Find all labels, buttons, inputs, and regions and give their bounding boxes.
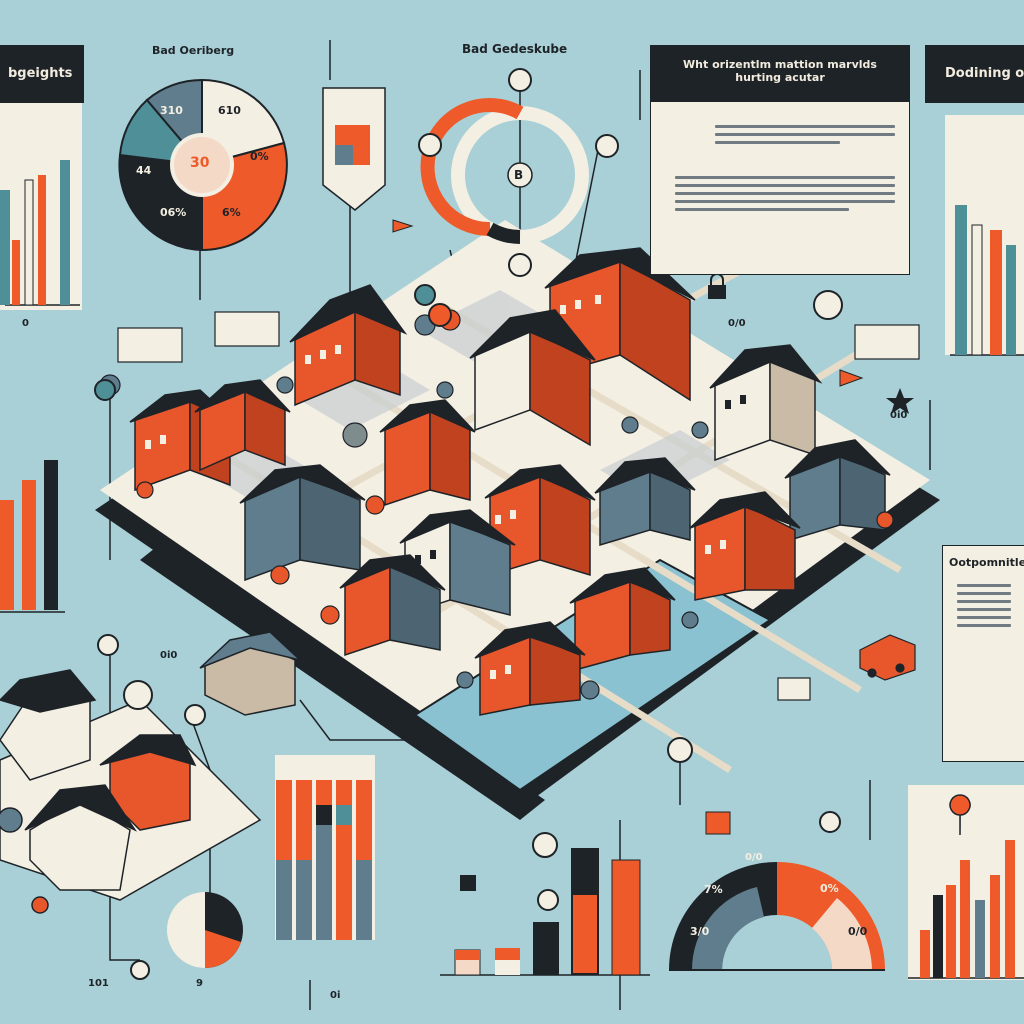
house-10 <box>594 457 696 547</box>
semi-gauge-chart <box>669 862 885 971</box>
marker-label-6: 101 <box>88 978 109 989</box>
small-dark-square <box>460 875 476 891</box>
center-title: Bad Gedeskube <box>462 42 568 56</box>
marker-label-4: 0i <box>330 990 341 1001</box>
right-section-panel: Ootpomnitles <box>942 545 1024 762</box>
house-14 <box>339 554 446 657</box>
header-left-label: bgeights <box>8 66 73 81</box>
left-pie-center-value: 30 <box>190 155 210 171</box>
info-card-title-line2: hurting acutar <box>735 71 825 84</box>
house-11 <box>784 439 891 542</box>
bottom-right-bar-chart <box>908 785 1024 980</box>
gauge-label-5: 0/0 <box>848 925 868 938</box>
house-15 <box>569 567 676 671</box>
flag-icon-2 <box>392 219 414 233</box>
star-icon <box>886 388 914 414</box>
right-bar-chart-top <box>945 115 1024 356</box>
info-card-title-line1: Wht orizentlm mattion marvlds <box>683 58 877 71</box>
house-12 <box>689 491 801 601</box>
house-6 <box>194 379 291 472</box>
houses <box>129 247 891 716</box>
flag-icon <box>839 369 864 387</box>
ring-chart <box>420 98 589 244</box>
left-pie-chart <box>118 78 288 252</box>
info-card-title: Wht orizentlm mattion marvlds hurting ac… <box>651 46 909 102</box>
right-section-title: Ootpomnitles <box>949 556 1024 569</box>
header-right: Dodining of <box>925 45 1024 103</box>
house-3 <box>469 309 596 447</box>
header-right-label: Dodining of <box>945 66 1024 81</box>
header-left: bgeights <box>0 45 84 103</box>
ring-center-label: B <box>514 168 524 182</box>
gauge-label-4: 3/0 <box>690 925 710 938</box>
marker-label-7: 0/0 <box>728 318 746 329</box>
pie-label-6: 6% <box>222 206 241 219</box>
marker-label-5: 0i0 <box>890 410 908 421</box>
marker-label-2: 0i0 <box>160 650 178 661</box>
tag-card <box>322 87 386 211</box>
marker-label-1: 0 <box>22 318 29 329</box>
pie-label-3: 44 <box>136 164 152 177</box>
left-pie-title: Bad Oeriberg <box>152 44 235 57</box>
marker-label-3: 9 <box>196 978 203 989</box>
pie-label-5: 06% <box>160 206 187 219</box>
bottom-bar-chart <box>440 848 650 976</box>
left-bar-chart-mid <box>0 460 65 613</box>
stacked-column-chart <box>275 755 375 940</box>
house-8 <box>239 464 366 582</box>
info-card-text-2 <box>651 149 909 211</box>
pie-label-1: 310 <box>160 104 183 117</box>
truck-icon <box>859 634 916 681</box>
lock-icon <box>708 273 726 299</box>
house-4 <box>709 344 823 462</box>
bottom-left-pie <box>167 892 243 968</box>
bottom-left-cluster <box>0 631 303 914</box>
info-card: Wht orizentlm mattion marvlds hurting ac… <box>650 45 910 275</box>
info-card-text <box>651 102 909 144</box>
pin-icon <box>949 794 971 836</box>
pie-label-4: 0% <box>250 150 269 163</box>
house-16 <box>474 621 586 716</box>
left-bar-chart-top <box>0 95 82 310</box>
house-7 <box>379 399 476 507</box>
gauge-label-1: 0/0 <box>745 852 763 863</box>
gauge-label-3: 0% <box>820 882 839 895</box>
mini-cards <box>117 311 920 701</box>
trees <box>99 309 894 700</box>
small-orange-square <box>705 811 731 835</box>
gauge-label-2: 7% <box>704 883 723 896</box>
pie-label-2: 610 <box>218 104 241 117</box>
